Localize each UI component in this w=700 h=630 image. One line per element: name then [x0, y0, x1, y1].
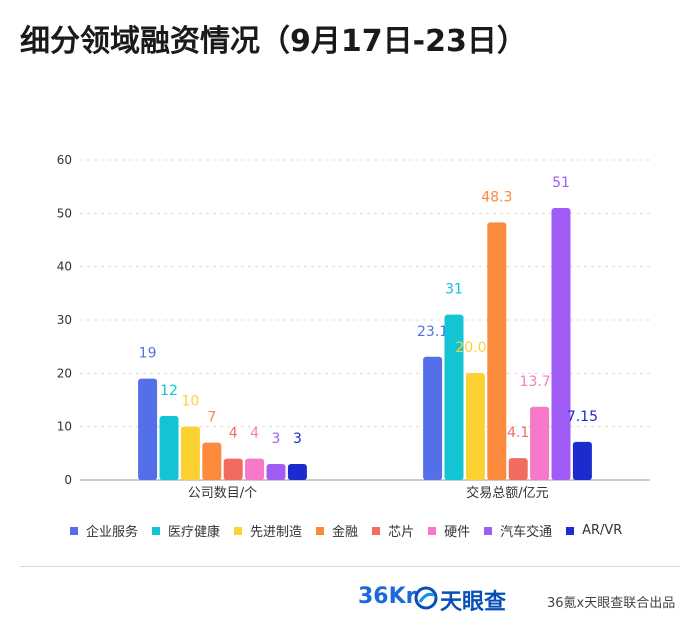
data-label: 19	[139, 346, 157, 362]
bar	[287, 464, 307, 480]
data-label: 3	[272, 431, 281, 447]
data-label: 7.15	[567, 409, 598, 425]
data-label: 10	[181, 394, 199, 410]
legend-label: 芯片	[388, 525, 415, 540]
chart-title: 细分领域融资情况（9月17日-23日）	[20, 24, 527, 59]
legend-item: 先进制造	[234, 521, 302, 540]
data-label: 4.1	[507, 425, 529, 441]
legend-item: 汽车交通	[484, 521, 552, 540]
bar	[530, 406, 550, 480]
data-label: 13.73	[520, 374, 560, 390]
footer: 36Kr 天眼查 36氪x天眼查联合出品	[0, 582, 700, 622]
bar	[487, 222, 507, 480]
legend-swatch	[70, 526, 78, 535]
legend-swatch	[316, 526, 325, 535]
y-tick-label: 40	[57, 260, 72, 274]
legend-label: 医疗健康	[168, 525, 221, 540]
y-tick-label: 60	[57, 153, 72, 167]
legend-label: 金融	[332, 525, 359, 540]
x-category-label: 公司数目/个	[188, 486, 257, 501]
tianyancha-logo-text: 天眼查	[440, 590, 507, 615]
legend-swatch	[152, 526, 161, 535]
legend-item: AR/VR	[566, 523, 622, 538]
bar	[159, 416, 179, 480]
legend-item: 医疗健康	[152, 521, 220, 540]
legend-label: 硬件	[444, 525, 471, 540]
data-label: 7	[207, 410, 216, 426]
legend-item: 金融	[316, 521, 358, 540]
y-tick-label: 30	[57, 313, 72, 327]
legend-swatch	[428, 526, 437, 535]
source-note: 36氪x天眼查联合出品	[547, 596, 676, 611]
legend-item: 硬件	[428, 521, 470, 540]
tianyancha-icon	[414, 586, 438, 610]
data-label: 4	[229, 426, 238, 442]
legend-label: AR/VR	[582, 523, 623, 538]
footer-divider	[20, 566, 680, 567]
y-tick-label: 10	[57, 420, 72, 434]
data-label: 20.07	[455, 340, 495, 356]
bar	[551, 208, 571, 480]
bar	[266, 464, 286, 480]
bar	[572, 441, 592, 480]
legend-label: 先进制造	[250, 525, 303, 540]
bar	[202, 442, 222, 480]
legend-label: 汽车交通	[500, 525, 553, 540]
legend-item: 企业服务	[70, 521, 138, 540]
legend-swatch	[234, 526, 243, 535]
bar	[465, 372, 485, 480]
bar	[180, 426, 200, 480]
data-label: 48.3	[481, 189, 512, 205]
bar	[245, 458, 265, 480]
bar	[223, 458, 243, 480]
chart-legend: 企业服务 医疗健康 先进制造 金融 芯片 硬件 汽车交通 AR/VR	[70, 521, 636, 540]
bar	[508, 458, 528, 480]
data-label: 12	[160, 383, 178, 399]
bar	[423, 356, 443, 480]
legend-swatch	[566, 526, 575, 535]
x-category-label: 交易总额/亿元	[466, 485, 548, 501]
data-label: 31	[445, 282, 463, 298]
y-tick-label: 20	[57, 366, 72, 380]
legend-swatch	[484, 526, 493, 535]
data-label: 4	[250, 426, 259, 442]
y-tick-label: 0	[64, 473, 72, 487]
y-tick-label: 50	[57, 206, 72, 220]
36kr-logo-text: 36Kr	[358, 584, 417, 609]
bar	[138, 378, 158, 480]
data-label: 23.1	[417, 324, 448, 340]
legend-item: 芯片	[372, 521, 414, 540]
legend-label: 企业服务	[86, 525, 139, 540]
legend-swatch	[372, 526, 381, 535]
data-label: 3	[293, 431, 302, 447]
data-label: 51	[552, 175, 570, 191]
36kr-logo: 36Kr	[358, 584, 417, 609]
bar	[444, 314, 464, 480]
